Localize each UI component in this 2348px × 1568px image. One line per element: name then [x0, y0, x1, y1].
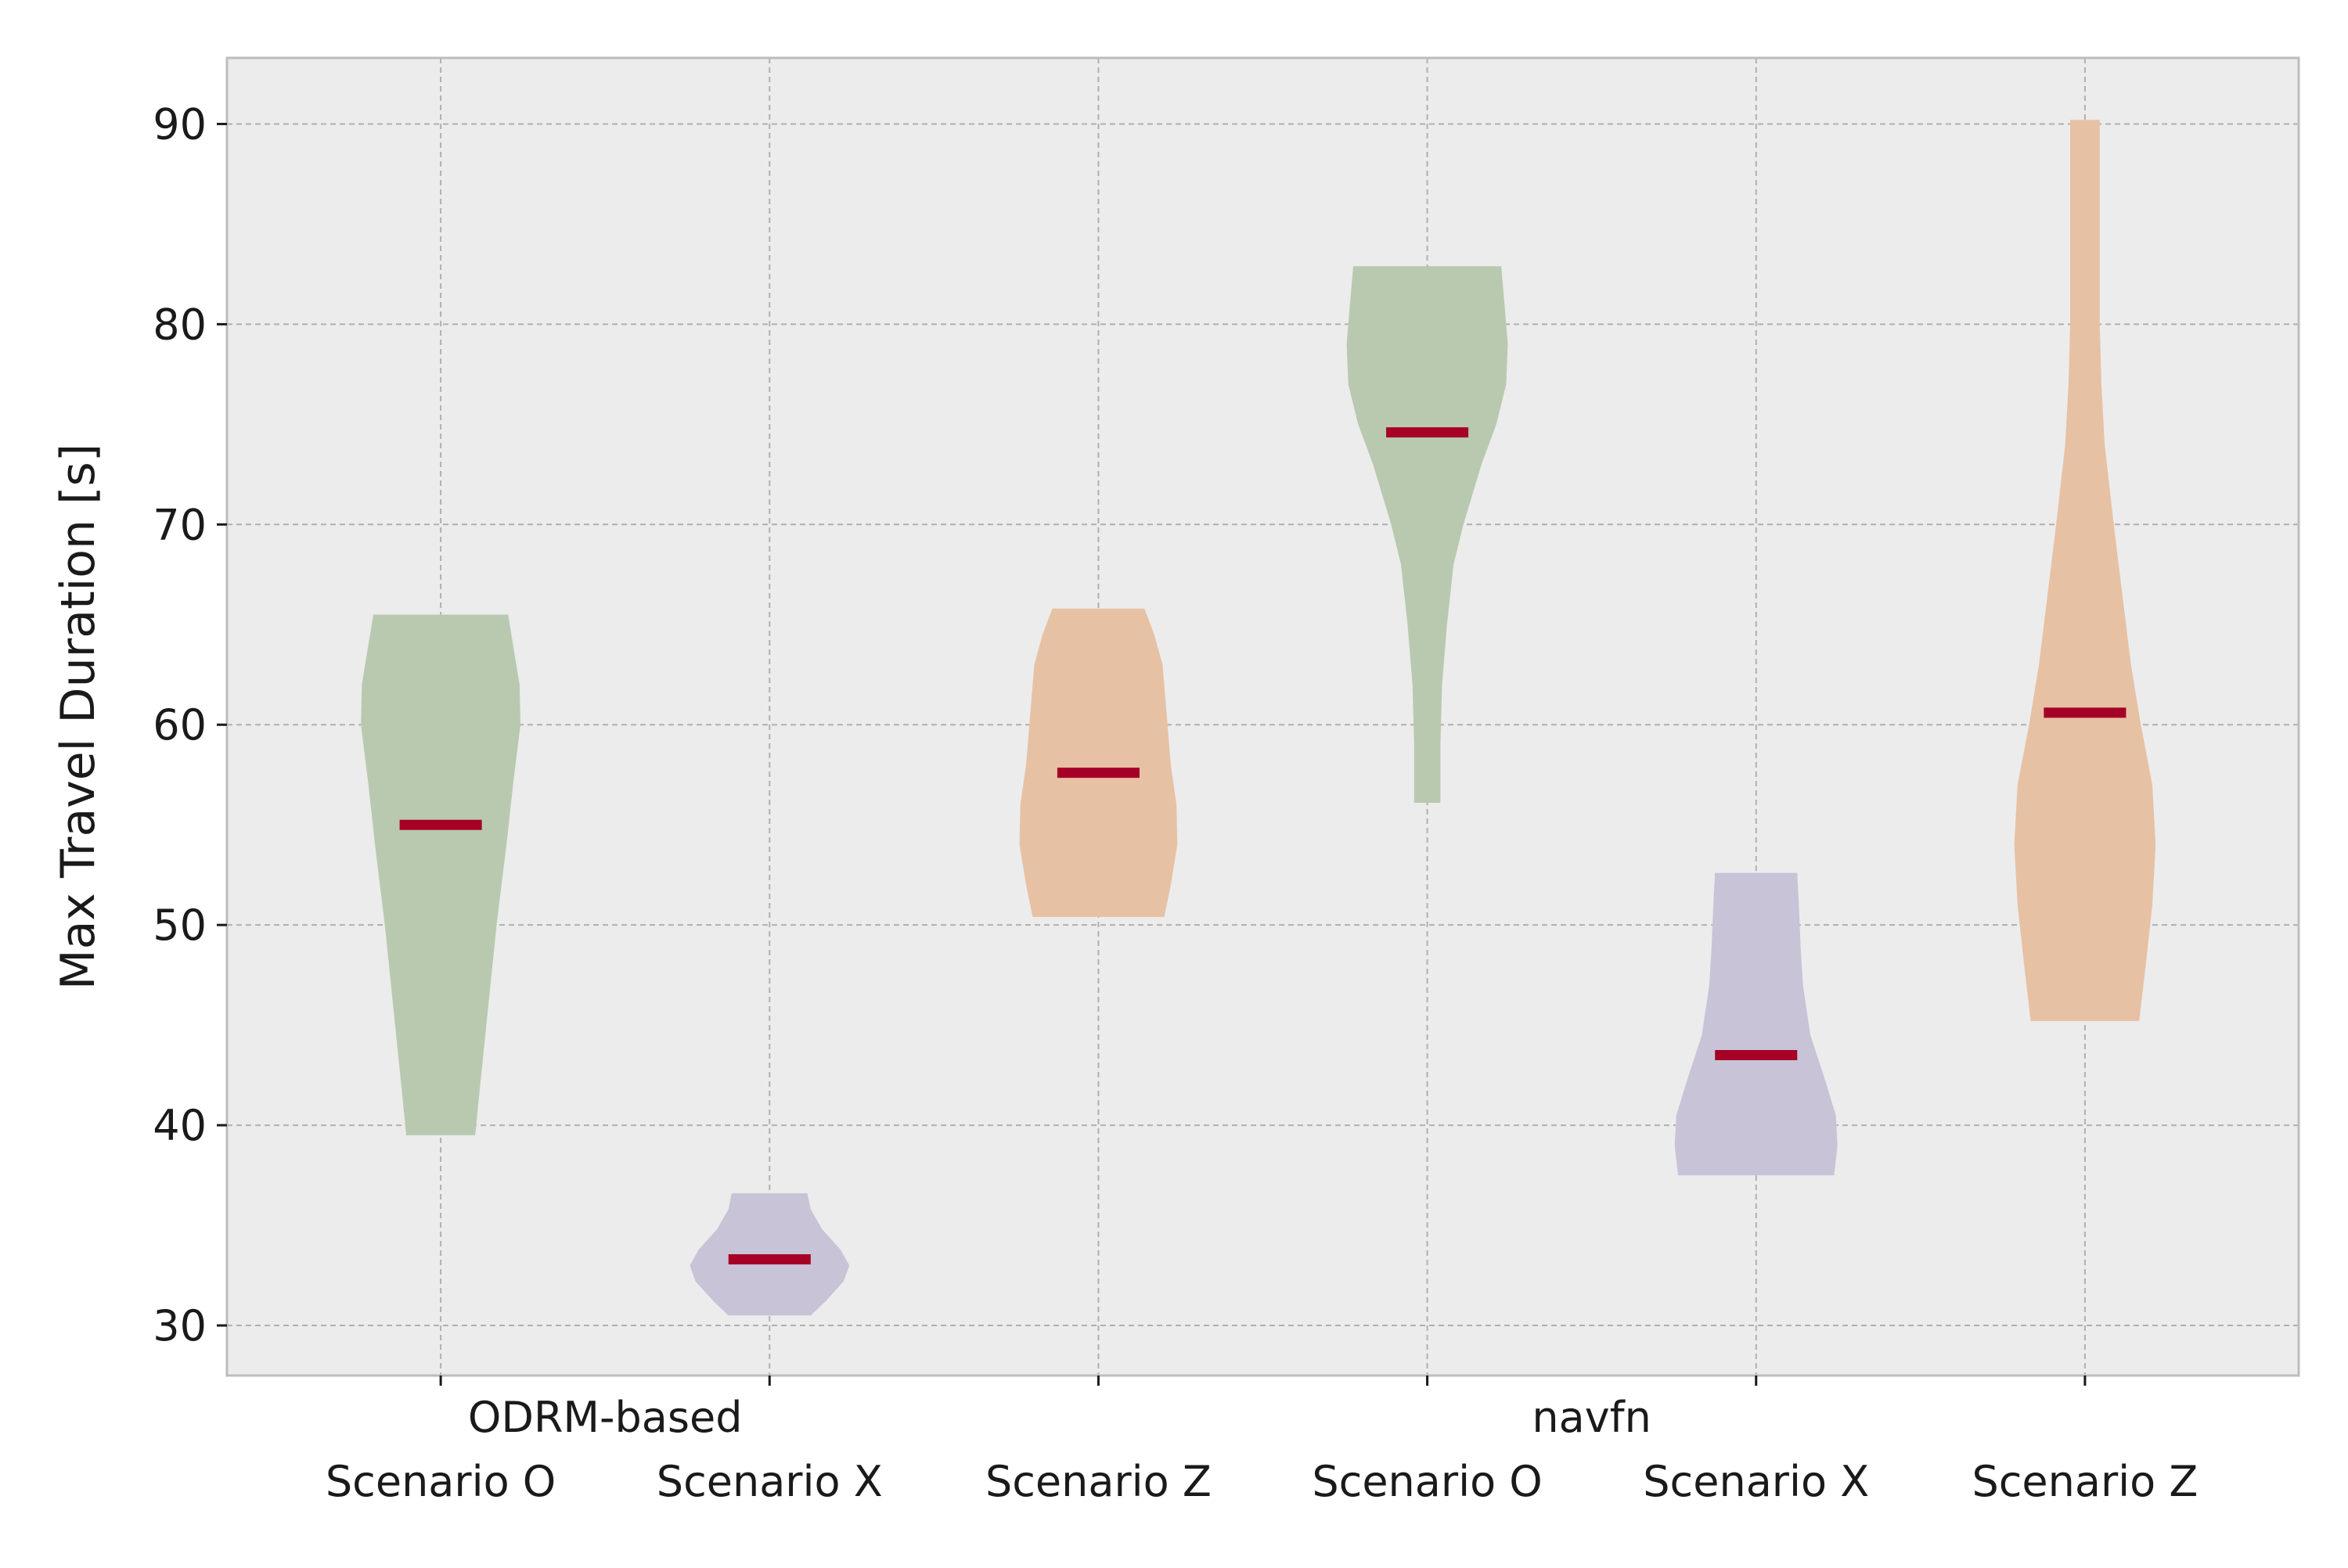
- x-category-label: Scenario X: [1643, 1457, 1869, 1506]
- y-tick-label: 90: [153, 99, 207, 149]
- axis-ticks: [217, 122, 2087, 1386]
- y-tick-label: 60: [153, 700, 207, 750]
- x-category-label: Scenario X: [657, 1457, 883, 1506]
- x-category-label: Scenario Z: [1972, 1457, 2198, 1506]
- median-lines: [399, 427, 2127, 1265]
- x-group-label: navfn: [1532, 1393, 1651, 1442]
- plot-background: [227, 58, 2299, 1376]
- x-category-label: Scenario Z: [985, 1457, 1212, 1506]
- y-tick-label: 40: [153, 1101, 207, 1150]
- violin-body: [1019, 608, 1178, 917]
- violin-body: [361, 614, 520, 1135]
- violin-body: [1346, 266, 1508, 803]
- y-axis-title: Max Travel Duration [s]: [51, 444, 106, 990]
- x-category-label: Scenario O: [326, 1457, 556, 1506]
- y-tick-label: 50: [153, 901, 207, 950]
- plot-frame: [225, 56, 2300, 1377]
- x-group-label: ODRM-based: [468, 1393, 743, 1442]
- violins: [361, 120, 2156, 1316]
- axis-labels: 30 40 50 60 70 80 90 Scenario O Scenario X Scenar…: [153, 99, 2198, 1506]
- x-category-label: Scenario O: [1312, 1457, 1542, 1506]
- y-tick-label: 80: [153, 300, 207, 349]
- violin-body: [2014, 120, 2156, 1021]
- y-tick-label: 70: [153, 500, 207, 549]
- y-tick-label: 30: [153, 1301, 207, 1350]
- violin-body: [1674, 872, 1838, 1176]
